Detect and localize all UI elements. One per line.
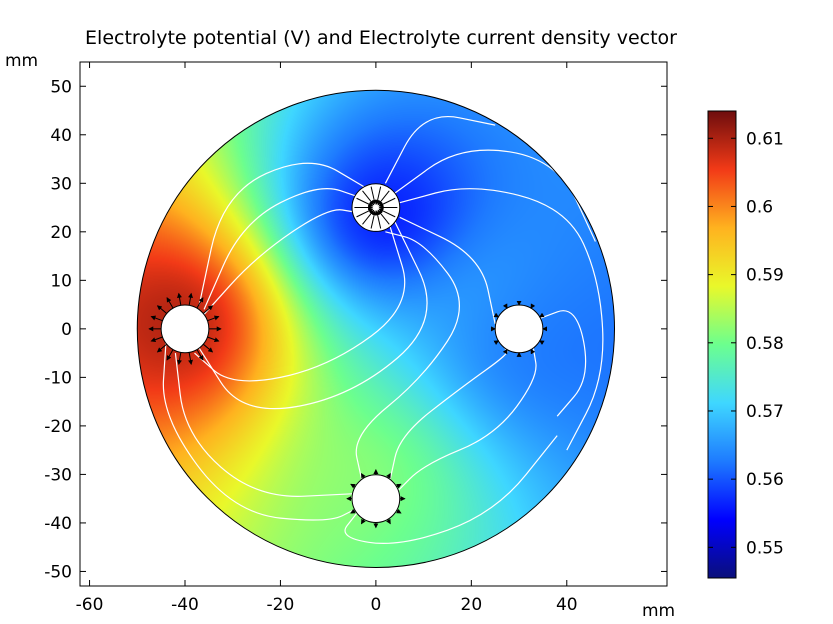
y-tick-label: 20 — [50, 223, 72, 243]
current-arrow — [539, 340, 545, 346]
x-tick-label: -20 — [267, 595, 295, 615]
y-tick-label: 10 — [50, 271, 72, 291]
current-arrow — [150, 336, 163, 343]
current-arrow — [378, 197, 396, 207]
streamline — [174, 353, 353, 497]
streamline — [203, 209, 357, 315]
current-arrow — [493, 340, 500, 346]
current-arrow — [375, 210, 382, 229]
colorbar-tick-label: 0.61 — [746, 129, 784, 149]
current-density-arrows — [148, 186, 548, 529]
colorbar-ticks: 0.61 0.6 0.59 0.58 0.57 0.56 0.55 — [708, 129, 784, 558]
y-tick-label: 50 — [50, 77, 72, 97]
current-arrow — [370, 210, 377, 229]
current-arrow — [207, 336, 220, 343]
x-tick-label: -60 — [76, 595, 104, 615]
x-axis-ticks: -60 -40 -20 0 20 40 — [76, 62, 578, 615]
current-arrow — [370, 186, 377, 205]
y-tick-label: -50 — [44, 562, 72, 582]
streamline — [198, 162, 367, 305]
streamline — [389, 347, 508, 480]
current-arrow — [156, 305, 168, 314]
colorbar-tick-label: 0.55 — [746, 538, 784, 558]
current-arrow — [375, 186, 382, 205]
streamline — [384, 116, 496, 184]
streamline — [344, 435, 558, 544]
current-arrow — [166, 349, 174, 361]
streamline — [399, 216, 496, 325]
x-tick-label: 0 — [370, 595, 381, 615]
x-tick-label: 20 — [461, 595, 483, 615]
current-arrow — [356, 208, 374, 218]
current-arrow — [361, 518, 366, 525]
current-arrow — [196, 297, 204, 309]
colorbar-tick-label: 0.59 — [746, 266, 784, 286]
y-tick-label: -40 — [44, 514, 72, 534]
x-axis-unit: mm — [642, 601, 675, 621]
x-tick-label: -40 — [171, 595, 199, 615]
colorbar-tick-label: 0.58 — [746, 334, 784, 354]
current-arrow — [202, 343, 214, 353]
current-arrow — [156, 343, 168, 353]
current-arrow — [188, 352, 193, 365]
colorbar — [707, 110, 737, 579]
x-tick-label: 40 — [556, 595, 578, 615]
y-tick-label: -20 — [44, 417, 72, 437]
current-arrow — [361, 472, 366, 479]
current-arrow — [177, 352, 182, 365]
current-arrow — [166, 297, 174, 309]
current-arrow — [386, 472, 391, 479]
y-tick-label: 0 — [61, 320, 72, 340]
current-arrow — [530, 303, 536, 309]
y-axis-ticks: 50 40 30 20 10 0 -10 -20 -30 -40 -50 — [44, 77, 667, 582]
y-tick-label: -10 — [44, 368, 72, 388]
streamline — [203, 188, 362, 310]
electrode-right — [494, 304, 544, 354]
current-arrow — [539, 312, 545, 318]
chart-title: Electrolyte potential (V) and Electrolyt… — [85, 27, 677, 49]
y-axis-unit: mm — [5, 51, 38, 71]
current-arrow — [196, 349, 204, 361]
electrode-top — [351, 183, 401, 232]
current-arrow — [396, 483, 402, 489]
current-arrow — [150, 315, 163, 322]
y-tick-label: 40 — [50, 126, 72, 146]
current-streamlines — [162, 116, 604, 544]
streamline — [399, 188, 604, 451]
domain-outline — [136, 89, 616, 568]
current-arrow — [188, 292, 193, 306]
current-arrow — [177, 292, 182, 306]
current-arrow — [350, 483, 356, 489]
y-tick-label: 30 — [50, 174, 72, 194]
current-arrow — [386, 518, 391, 525]
current-arrow — [493, 312, 500, 318]
current-arrow — [350, 508, 356, 514]
current-arrow — [202, 305, 214, 314]
streamline — [194, 226, 406, 382]
electrode-left — [160, 304, 210, 354]
colorbar-tick-label: 0.56 — [746, 470, 784, 490]
current-arrow — [207, 315, 220, 322]
electrode-bottom — [351, 474, 401, 524]
streamline — [355, 231, 460, 480]
domain-boundary — [136, 89, 616, 568]
current-arrow — [502, 303, 508, 309]
colorbar-tick-label: 0.6 — [746, 197, 773, 217]
streamline — [162, 343, 358, 521]
current-arrow — [530, 348, 536, 355]
current-arrow — [502, 348, 508, 355]
electrodes — [160, 183, 544, 524]
colorbar-tick-label: 0.57 — [746, 402, 784, 422]
current-arrow — [396, 508, 402, 514]
streamline — [198, 221, 428, 410]
plot-frame — [79, 61, 668, 587]
y-tick-label: -30 — [44, 465, 72, 485]
streamline — [394, 348, 537, 495]
